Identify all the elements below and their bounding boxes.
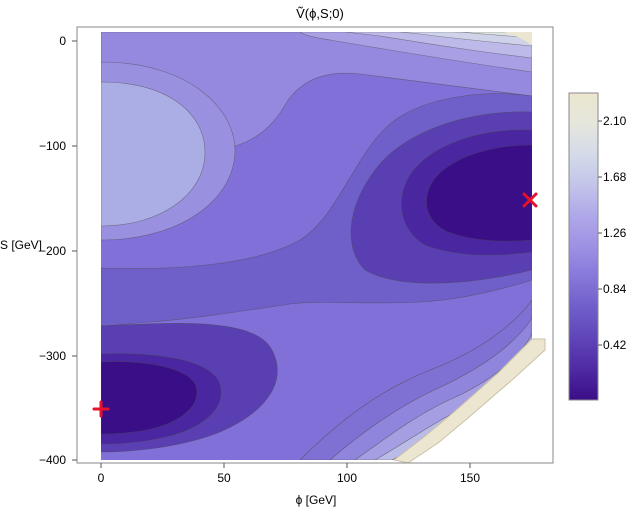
colorbar-tick-label: 2.10 [603,114,627,128]
contour-dome-inner [101,81,206,227]
y-tick-label: −200 [39,244,66,258]
x-axis-title: ϕ [GeV] [296,493,337,507]
x-tick-label: 0 [98,471,105,485]
y-tick-label: −400 [39,453,66,467]
contour-right-inner [426,144,532,242]
colorbar: 0.42 0.84 1.26 1.68 2.10 [568,92,627,401]
chart-title: Ṽ(ϕ,S;0) [296,6,344,21]
contour-region [101,32,532,460]
x-axis: 0 50 100 150 [77,462,553,485]
colorbar-tick-label: 1.26 [603,226,627,240]
marker-cross [522,192,538,208]
y-tick-label: 0 [59,34,66,48]
x-tick-label: 100 [337,471,357,485]
y-axis-title: S [GeV] [0,238,42,252]
y-axis: 0 −100 −200 −300 −400 [39,27,78,467]
colorbar-tick-label: 1.68 [603,170,627,184]
colorbar-tick-label: 0.42 [603,338,627,352]
y-tick-label: −300 [39,349,66,363]
y-tick-label: −100 [39,139,66,153]
undefined-region-top-edge [505,32,532,45]
colorbar-gradient [568,92,599,401]
x-tick-label: 150 [460,471,480,485]
x-tick-label: 50 [217,471,231,485]
undefined-region-edge [392,338,546,464]
colorbar-tick-label: 0.84 [603,282,627,296]
contour-left-inner [101,361,198,435]
marker-plus [92,400,110,418]
